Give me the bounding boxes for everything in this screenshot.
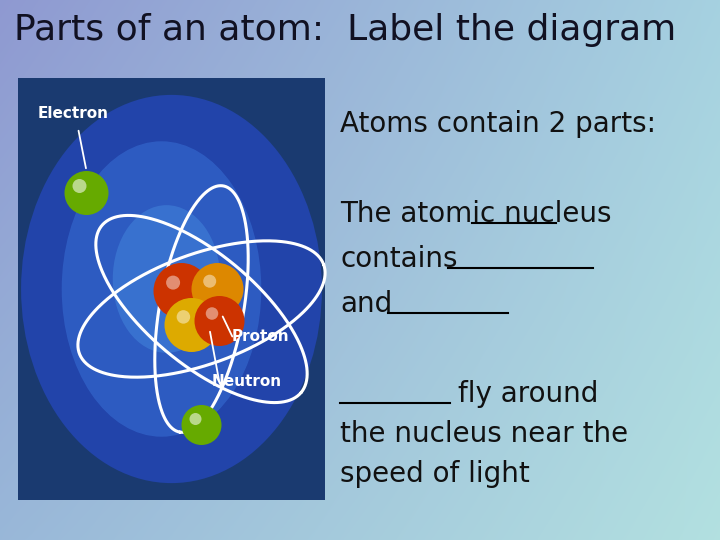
Circle shape bbox=[181, 405, 222, 445]
Text: The atomic nucleus: The atomic nucleus bbox=[340, 200, 611, 228]
Circle shape bbox=[65, 171, 109, 215]
Ellipse shape bbox=[62, 141, 261, 437]
Bar bbox=[18, 78, 325, 500]
Text: speed of light: speed of light bbox=[340, 460, 530, 488]
Text: Atoms contain 2 parts:: Atoms contain 2 parts: bbox=[340, 110, 656, 138]
Circle shape bbox=[203, 275, 216, 288]
Circle shape bbox=[153, 263, 210, 319]
Circle shape bbox=[176, 310, 190, 323]
Text: Parts of an atom:  Label the diagram: Parts of an atom: Label the diagram bbox=[14, 13, 676, 47]
Circle shape bbox=[189, 413, 202, 425]
Text: contains: contains bbox=[340, 245, 457, 273]
Circle shape bbox=[73, 179, 86, 193]
Circle shape bbox=[206, 307, 218, 320]
Text: and: and bbox=[340, 290, 392, 318]
Text: the nucleus near the: the nucleus near the bbox=[340, 420, 628, 448]
Ellipse shape bbox=[21, 95, 322, 483]
Text: fly around: fly around bbox=[458, 380, 598, 408]
Circle shape bbox=[192, 263, 243, 315]
Circle shape bbox=[194, 296, 245, 346]
Text: Electron: Electron bbox=[38, 106, 109, 121]
Ellipse shape bbox=[113, 205, 220, 353]
Text: Neutron: Neutron bbox=[212, 374, 282, 389]
Text: Proton: Proton bbox=[232, 329, 289, 344]
Circle shape bbox=[166, 275, 180, 289]
Circle shape bbox=[164, 298, 218, 352]
